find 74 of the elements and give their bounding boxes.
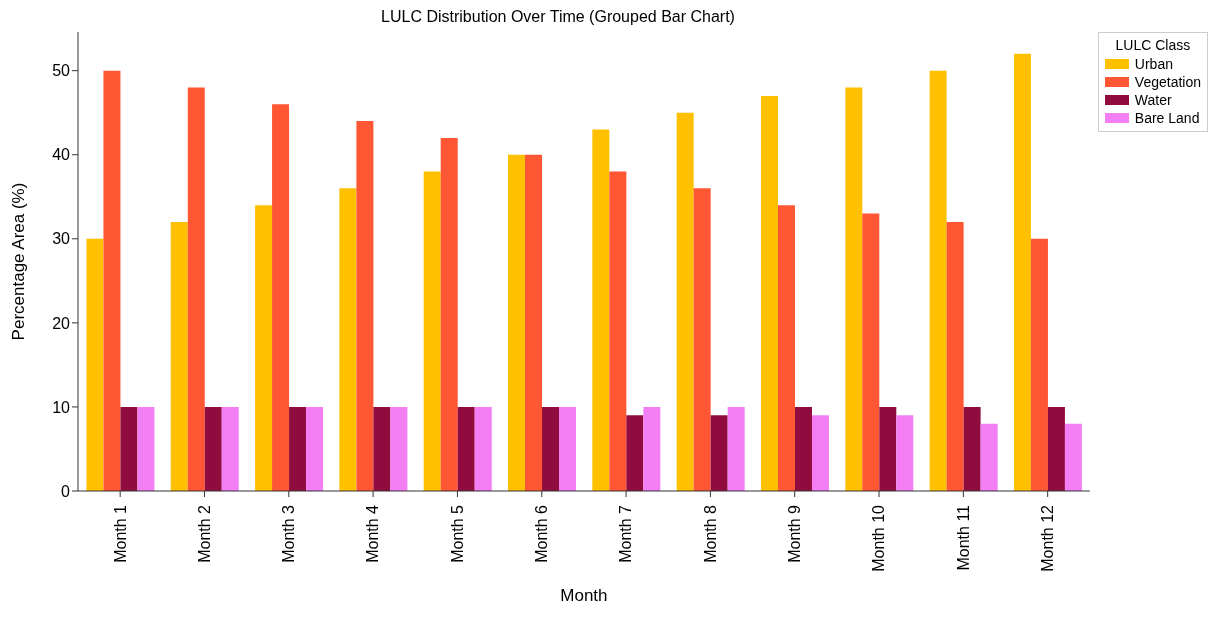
bar [879,406,897,491]
bar [693,188,711,491]
bar [440,137,458,491]
bar [204,406,222,491]
x-tick-label: Month 6 [533,504,551,563]
y-tick-label: 10 [52,398,71,416]
legend-label: Urban [1134,55,1173,73]
x-tick-label: Month 8 [701,504,719,563]
bar [1064,423,1082,491]
bar [373,406,391,491]
y-tick-label: 50 [52,62,71,80]
bar [980,423,998,491]
bar [86,238,104,491]
bar [1047,406,1065,491]
bar [255,205,273,491]
legend-label: Bare Land [1134,109,1200,127]
bar [626,415,644,491]
bar [559,406,577,491]
legend-title: LULC Class [1114,37,1192,53]
bar [794,406,812,491]
y-tick-label: 20 [52,314,71,332]
bar [525,154,543,491]
x-axis-title: Month [560,586,608,605]
bar [760,95,778,491]
bar [306,406,324,491]
bar [390,406,408,491]
bar [811,415,829,491]
bar [727,406,745,491]
bar [508,154,526,491]
x-tick-label: Month 9 [786,504,804,563]
x-tick-label: Month 3 [280,504,298,563]
x-tick-label: Month 12 [1039,504,1057,572]
bar [356,121,374,491]
bar [643,406,661,491]
bar [542,406,560,491]
bar [457,406,475,491]
x-tick-label: Month 4 [364,504,382,563]
bar [1013,53,1031,491]
bar [862,213,880,491]
bar [963,406,981,491]
bar [339,188,357,491]
bar [676,112,694,491]
bar [777,205,795,491]
y-tick-label: 40 [52,146,71,164]
bar [137,406,155,491]
legend-label: Water [1134,91,1172,109]
y-tick-label: 0 [61,482,71,500]
bar [272,104,290,491]
x-tick-label: Month 10 [870,504,888,572]
x-tick-label: Month 11 [954,504,972,571]
bar [289,406,307,491]
bar [1030,238,1048,491]
bar [609,171,627,491]
bar [103,70,121,491]
bar [423,171,441,491]
bar [474,406,492,491]
y-axis-title: Percentage Area (%) [9,182,29,341]
bar [896,415,914,491]
x-tick-label: Month 5 [448,504,466,563]
x-tick-label: Month 1 [111,504,129,563]
bar [221,406,239,491]
bar [120,406,138,491]
bar [845,87,863,491]
bar [170,221,188,491]
x-tick-label: Month 2 [195,504,213,563]
x-tick-label: Month 7 [617,504,635,563]
chart-title: LULC Distribution Over Time (Grouped Bar Chart) [380,8,736,26]
y-tick-label: 30 [52,230,71,248]
bar [592,129,610,491]
bar [187,87,205,491]
bar [929,70,947,491]
legend-label: Vegetation [1134,73,1201,91]
bar [946,221,964,491]
bar [710,415,728,491]
